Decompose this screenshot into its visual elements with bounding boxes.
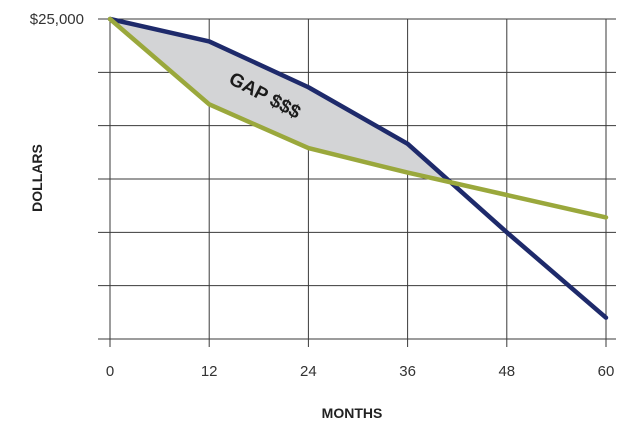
series-line-2 bbox=[107, 16, 609, 220]
x-tick-label: 12 bbox=[201, 363, 218, 380]
x-axis-title: MONTHS bbox=[322, 405, 383, 421]
series-line-1 bbox=[107, 16, 609, 320]
y-tick-label: $25,000 bbox=[30, 11, 84, 28]
x-tick-label: 24 bbox=[300, 363, 317, 380]
series-group bbox=[107, 16, 609, 320]
y-axis-title: DOLLARS bbox=[29, 144, 45, 212]
tick-labels: 0 12 24 36 48 60 $25,000 bbox=[30, 11, 615, 380]
x-tick-label: 60 bbox=[598, 363, 615, 380]
x-tick-label: 36 bbox=[399, 363, 416, 380]
x-tick-label: 0 bbox=[106, 363, 114, 380]
gap-area bbox=[110, 19, 451, 183]
x-tick-label: 48 bbox=[498, 363, 515, 380]
